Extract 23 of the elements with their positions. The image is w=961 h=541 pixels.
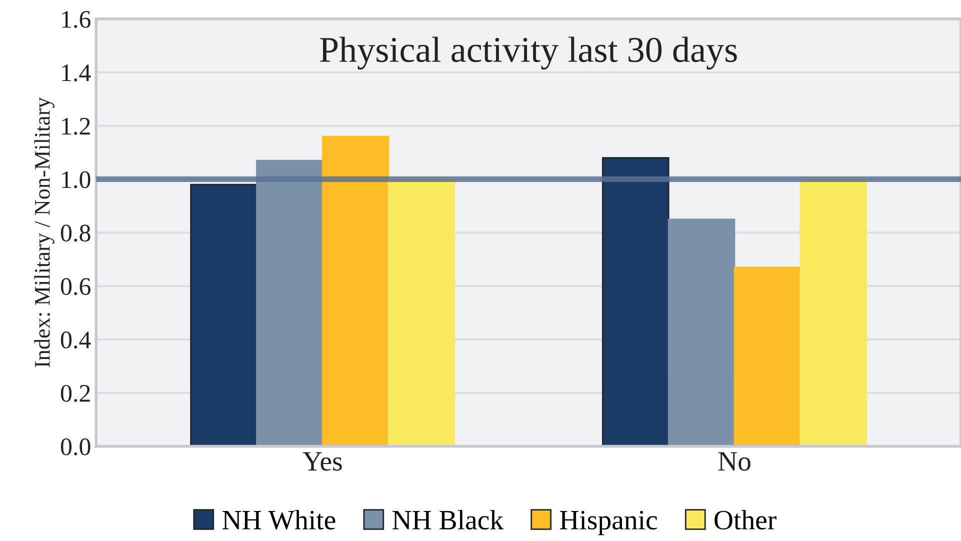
legend-label: Other: [714, 510, 776, 530]
y-tick-label: 1.2: [62, 118, 90, 135]
y-tick-label: 0.0: [60, 438, 90, 456]
y-tick-label: 0.2: [60, 384, 90, 402]
y-tick-label: 0.6: [60, 278, 90, 296]
y-tick-label: 1.6: [62, 11, 90, 28]
y-tick-label: 1.0: [62, 171, 90, 188]
chart-title: Physical activity last 30 days: [320, 36, 737, 70]
bar: [322, 136, 390, 446]
bar: [190, 184, 258, 446]
x-tick-label: No: [718, 452, 750, 471]
y-tick-label: 0.4: [60, 332, 91, 349]
legend-label: NH White: [222, 510, 336, 530]
bar: [668, 218, 736, 446]
bar: [256, 160, 324, 446]
y-axis-title: Index: Military / Non-Military: [34, 97, 54, 368]
legend-label: Hispanic: [560, 510, 658, 536]
x-tick-label: Yes: [302, 452, 342, 471]
y-tick-label: 1.4: [62, 64, 91, 82]
y-tick-label: 0.8: [60, 224, 90, 242]
bar: [602, 157, 670, 446]
legend-label: NH Black: [392, 510, 504, 530]
bar: [734, 266, 802, 446]
